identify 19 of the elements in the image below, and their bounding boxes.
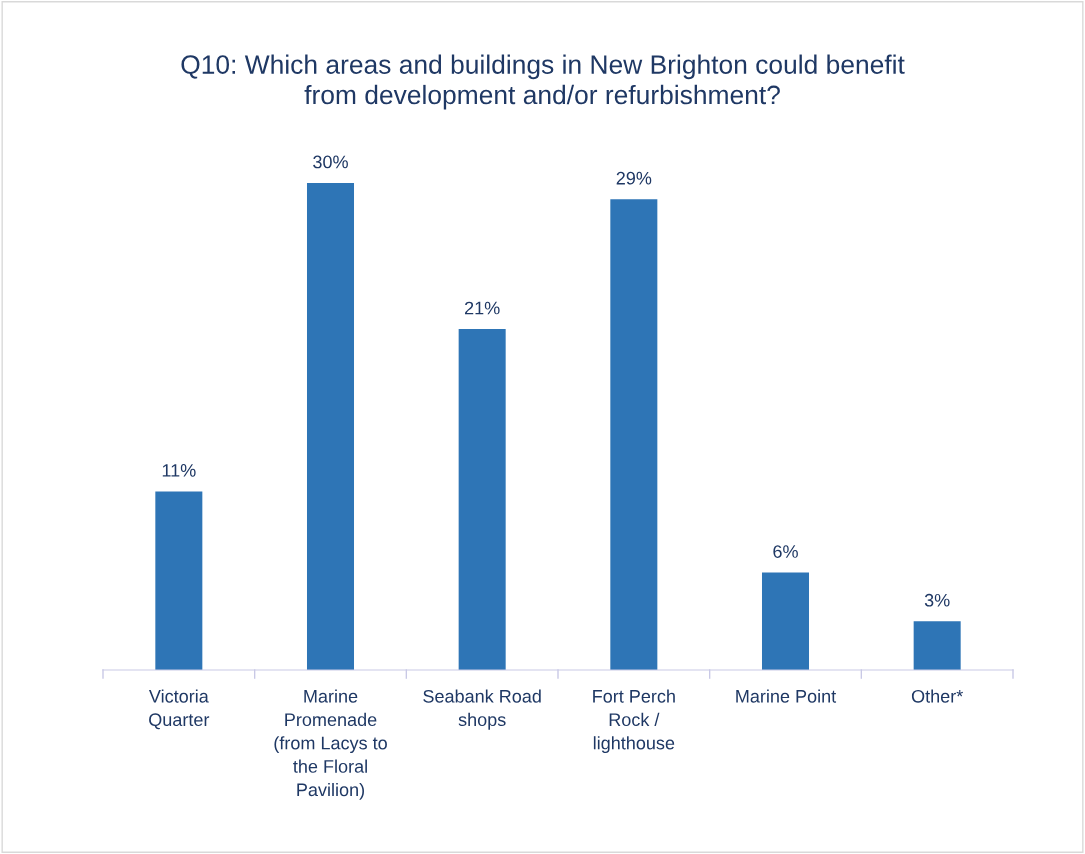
data-label: 3%	[924, 593, 950, 607]
bar	[761, 572, 810, 670]
x-tick-label: Fort Perch Rock / lighthouse	[593, 689, 675, 754]
bar	[913, 621, 961, 670]
data-label: 21%	[465, 301, 500, 315]
chart-title: Q10: Which areas and buildings in New Brighton could benefit from development and/or refurbishment?	[181, 54, 905, 110]
data-label: 30%	[313, 155, 348, 169]
bar	[155, 491, 203, 670]
x-tick-label: Seabank Road shops	[423, 689, 541, 730]
bar	[458, 329, 506, 670]
bar	[610, 199, 658, 670]
x-tick-label: Other*	[911, 689, 963, 703]
x-tick-label: Victoria Quarter	[148, 689, 210, 730]
data-label: 6%	[773, 545, 798, 558]
x-tick-label: Marine Point	[736, 689, 837, 703]
data-label: 11%	[162, 464, 196, 477]
bar	[306, 183, 355, 670]
x-tick-label: Marine Promenade (from Lacys to the Floral Pavilion)	[274, 689, 387, 800]
data-label: 29%	[616, 171, 652, 185]
